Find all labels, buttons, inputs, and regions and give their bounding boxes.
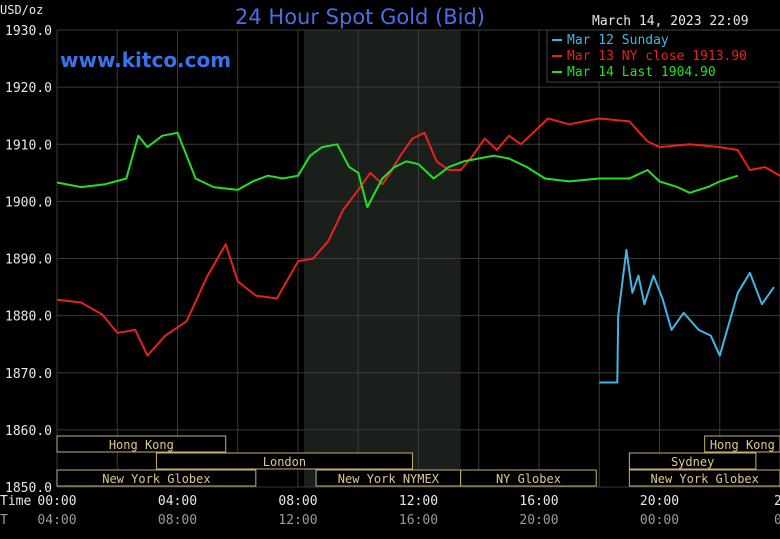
x-row-label: Time — [0, 494, 31, 509]
session-bar — [628, 469, 780, 487]
x-tick-label: 00:00 — [37, 494, 76, 509]
session-bar — [155, 452, 413, 470]
x-tick-label: 23: — [774, 494, 780, 509]
session-label: London — [263, 455, 306, 469]
session-label: New York Globex — [102, 472, 210, 486]
legend-entry: Mar 13 NY close 1913.90 — [567, 49, 747, 64]
session-label: Hong Kong — [109, 438, 174, 452]
series-line — [56, 117, 780, 357]
website-label: www.kitco.com — [60, 48, 231, 72]
legend-entry: Mar 12 Sunday — [567, 33, 669, 48]
y-axis-label: USD/oz — [0, 3, 43, 17]
grid-lines — [56, 29, 780, 488]
x-tick-label-secondary: 00:00 — [640, 513, 679, 528]
y-tick-label: 1870.0 — [5, 367, 52, 382]
y-tick-label: 1880.0 — [5, 310, 52, 325]
x-tick-label-secondary: 04:00 — [37, 513, 76, 528]
y-tick-label: 1900.0 — [5, 195, 52, 210]
series-lines — [56, 117, 780, 384]
x-tick-label-secondary: 12:00 — [278, 513, 317, 528]
x-tick-label-secondary: 20:00 — [519, 513, 558, 528]
y-tick-label: 1890.0 — [5, 253, 52, 268]
x-tick-label-secondary: 16:00 — [399, 513, 438, 528]
y-tick-label: 1860.0 — [5, 424, 52, 439]
session-bar — [628, 452, 757, 470]
x-row-label-secondary: T — [0, 513, 8, 528]
y-tick-label: 1910.0 — [5, 138, 52, 153]
legend-entry: Mar 14 Last 1904.90 — [567, 65, 716, 80]
session-bar — [704, 435, 780, 453]
session-label: Hong Kong — [710, 438, 775, 452]
session-label: New York NYMEX — [338, 472, 440, 486]
series-line — [56, 131, 739, 209]
legend-box — [546, 29, 780, 83]
x-tick-label: 12:00 — [399, 494, 438, 509]
y-tick-label: 1920.0 — [5, 81, 52, 96]
x-tick-label: 08:00 — [278, 494, 317, 509]
session-bar — [56, 435, 227, 453]
session-label: Sydney — [671, 455, 714, 469]
timestamp: March 14, 2023 22:09 — [592, 14, 749, 29]
x-tick-label-secondary: 03: — [774, 513, 780, 528]
session-label: NY Globex — [496, 472, 561, 486]
chart-title: 24 Hour Spot Gold (Bid) — [235, 5, 485, 29]
x-axis: Time T 00:00 04:00 04:00 08:00 08:00 12:00 12:00… — [0, 494, 780, 528]
x-tick-label-secondary: 08:00 — [158, 513, 197, 528]
x-tick-label: 20:00 — [640, 494, 679, 509]
y-axis: 1930.0 1920.0 1910.0 1900.0 1890.0 1880.0 1870… — [5, 24, 52, 496]
x-tick-label: 16:00 — [519, 494, 558, 509]
session-bar — [460, 469, 597, 487]
y-tick-label: 1930.0 — [5, 24, 52, 39]
market-sessions: Hong Kong London New York Globex New York N… — [56, 435, 780, 487]
session-bar — [56, 469, 257, 487]
session-label: New York Globex — [651, 472, 759, 486]
x-tick-label: 04:00 — [158, 494, 197, 509]
series-line — [599, 248, 775, 384]
y-tick-label: 1850.0 — [5, 481, 52, 496]
